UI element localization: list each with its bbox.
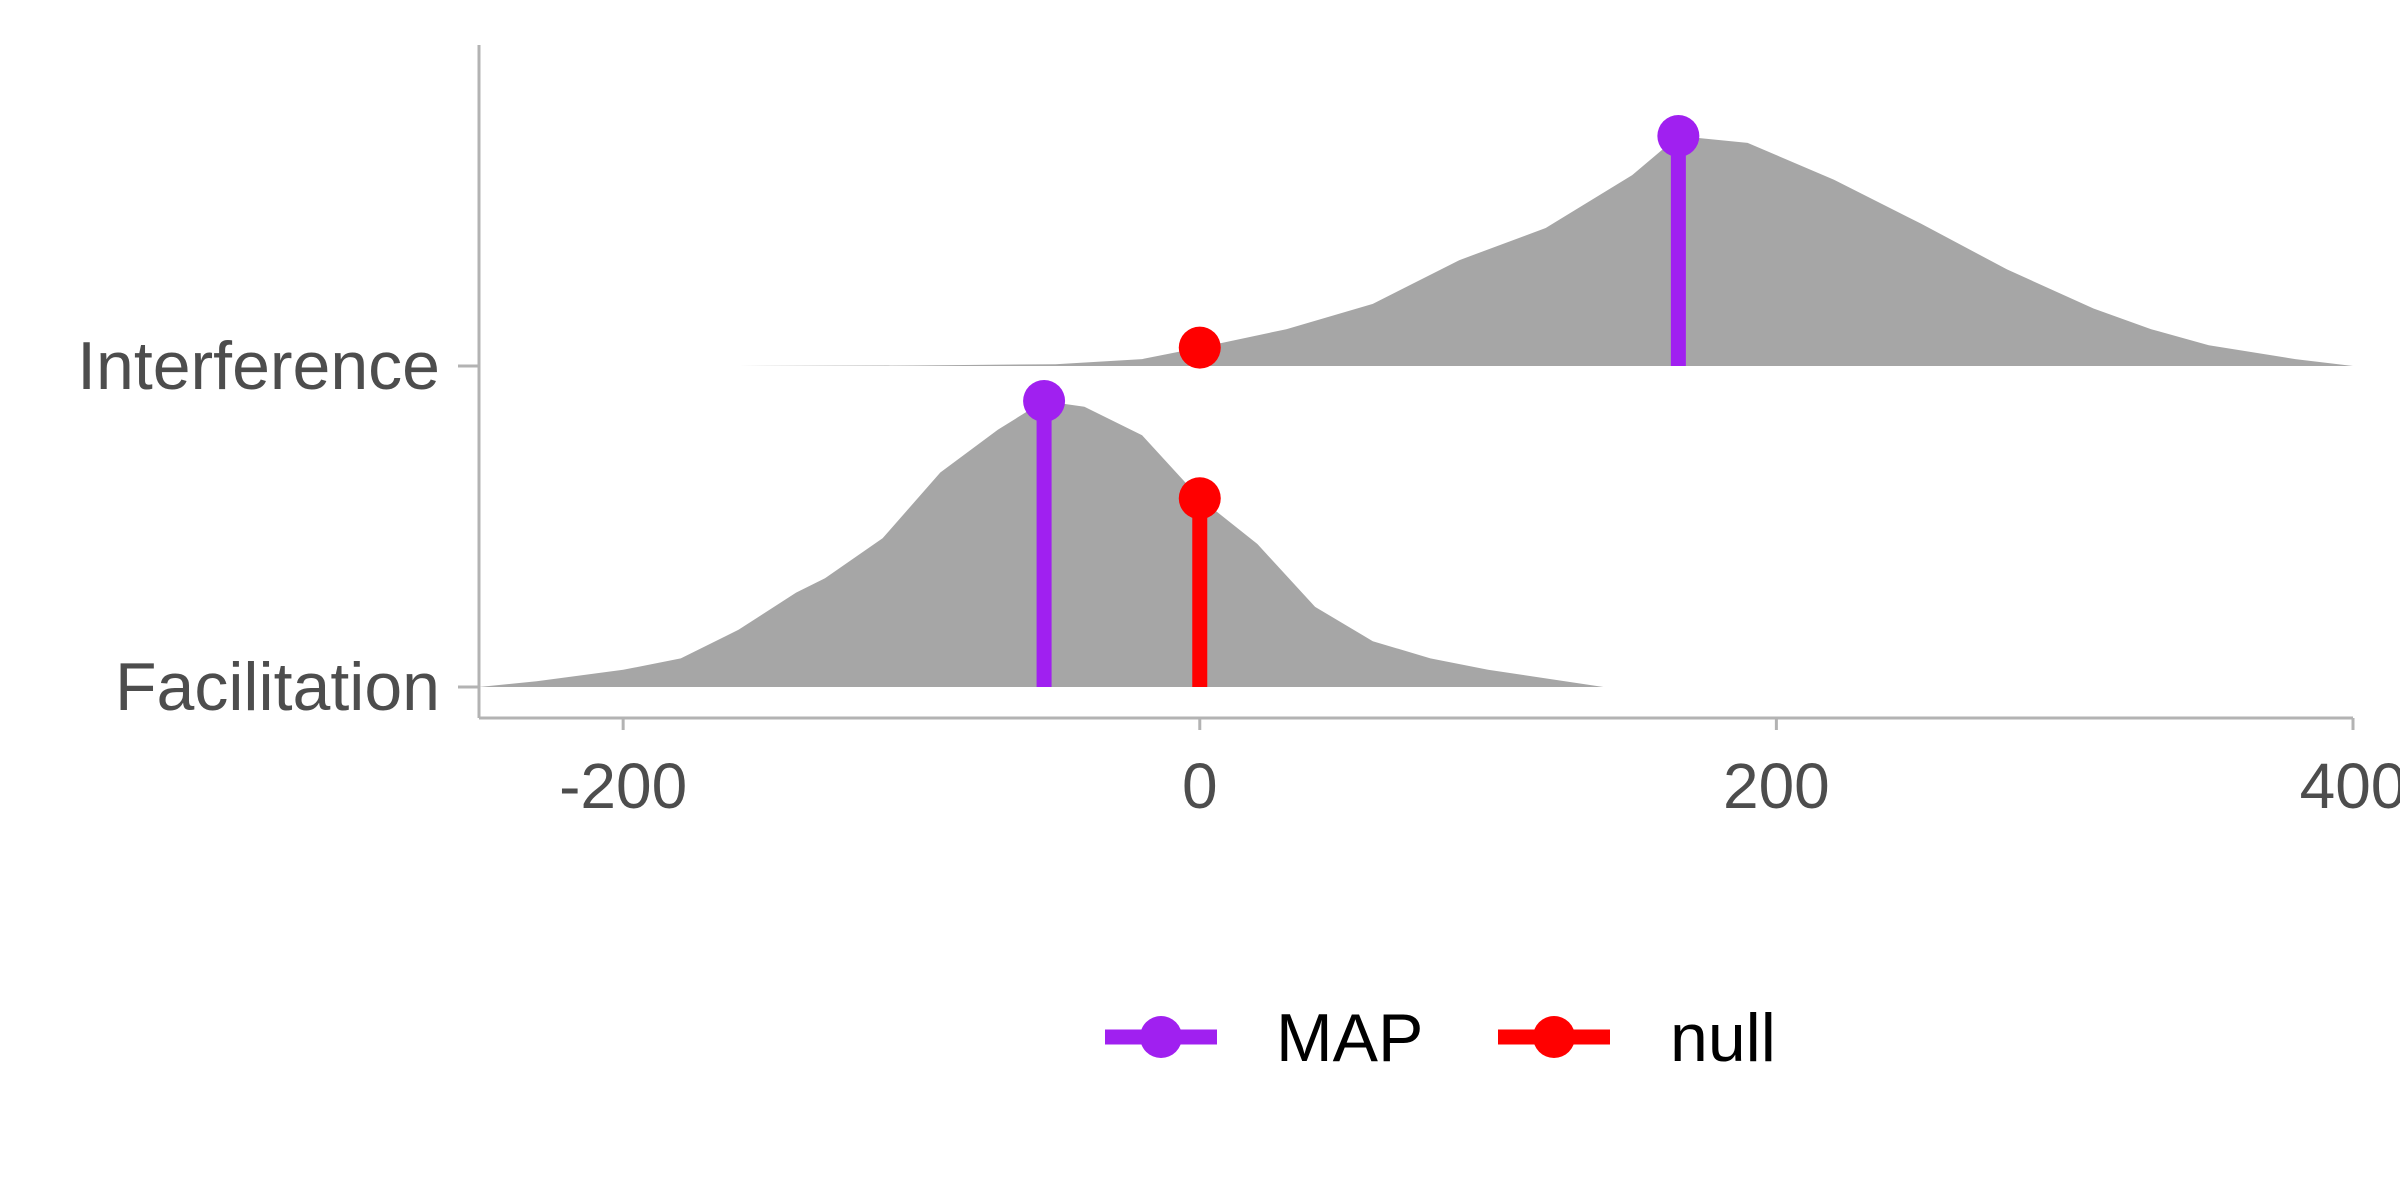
y-tick-label-facilitation: Facilitation [115, 649, 440, 725]
legend-item-null: null [1498, 1000, 1776, 1076]
legend-item-map: MAP [1105, 1000, 1423, 1076]
x-tick-label: 0 [1182, 750, 1218, 822]
legend-label: null [1670, 1000, 1776, 1076]
legend-key-point [1140, 1016, 1182, 1058]
x-tick-label: 200 [1723, 750, 1830, 822]
null-point-interference [1178, 326, 1221, 369]
legend: MAP null [1105, 1000, 1776, 1076]
legend-label: MAP [1276, 1000, 1423, 1076]
y-ticks: Facilitation Interference [77, 328, 479, 725]
x-tick-label: -200 [559, 750, 687, 822]
density-interference [738, 136, 2353, 366]
y-tick-label-interference: Interference [77, 328, 440, 404]
axes [477, 45, 2353, 720]
null-point-facilitation [1178, 477, 1221, 520]
legend-key-point [1533, 1016, 1575, 1058]
map-point-facilitation [1023, 380, 1066, 422]
x-ticks: -200 0 200 400 [559, 718, 2400, 822]
map-point-interference [1657, 115, 1700, 157]
x-tick-label: 400 [2300, 750, 2400, 822]
ridges [479, 115, 2353, 687]
